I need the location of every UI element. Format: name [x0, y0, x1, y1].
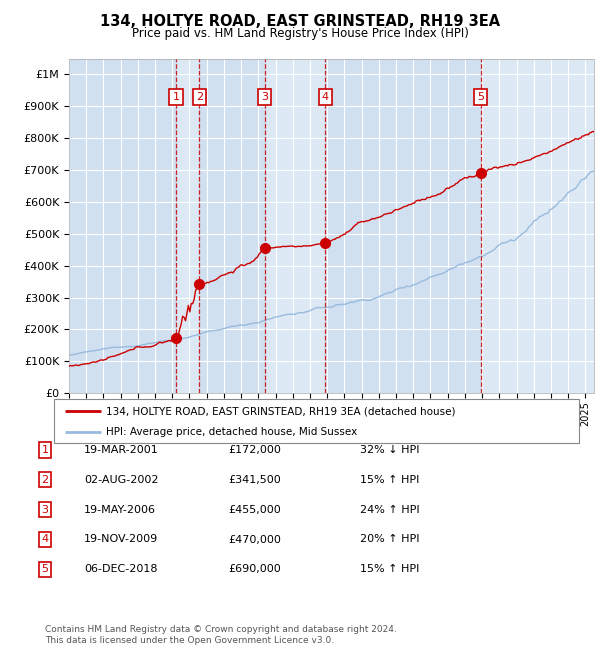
Bar: [325, 58, 481, 393]
Text: 15% ↑ HPI: 15% ↑ HPI: [360, 564, 419, 575]
Text: 134, HOLTYE ROAD, EAST GRINSTEAD, RH19 3EA: 134, HOLTYE ROAD, EAST GRINSTEAD, RH19 3…: [100, 14, 500, 29]
Text: 06-DEC-2018: 06-DEC-2018: [84, 564, 157, 575]
Text: £172,000: £172,000: [228, 445, 281, 455]
Text: 5: 5: [477, 92, 484, 102]
Text: HPI: Average price, detached house, Mid Sussex: HPI: Average price, detached house, Mid …: [107, 427, 358, 437]
Text: 19-MAR-2001: 19-MAR-2001: [84, 445, 159, 455]
Text: 3: 3: [262, 92, 268, 102]
Text: £690,000: £690,000: [228, 564, 281, 575]
Text: 19-NOV-2009: 19-NOV-2009: [84, 534, 158, 545]
Text: 1: 1: [172, 92, 179, 102]
Bar: [69, 58, 176, 393]
Text: Contains HM Land Registry data © Crown copyright and database right 2024.
This d: Contains HM Land Registry data © Crown c…: [45, 625, 397, 645]
Text: 4: 4: [322, 92, 329, 102]
Text: £470,000: £470,000: [228, 534, 281, 545]
Text: 4: 4: [41, 534, 49, 545]
Text: 19-MAY-2006: 19-MAY-2006: [84, 504, 156, 515]
Text: 02-AUG-2002: 02-AUG-2002: [84, 474, 158, 485]
Text: 24% ↑ HPI: 24% ↑ HPI: [360, 504, 419, 515]
Text: 134, HOLTYE ROAD, EAST GRINSTEAD, RH19 3EA (detached house): 134, HOLTYE ROAD, EAST GRINSTEAD, RH19 3…: [107, 406, 456, 417]
Text: 2: 2: [196, 92, 203, 102]
Text: 5: 5: [41, 564, 49, 575]
Text: £341,500: £341,500: [228, 474, 281, 485]
Text: 15% ↑ HPI: 15% ↑ HPI: [360, 474, 419, 485]
Text: 1: 1: [41, 445, 49, 455]
FancyBboxPatch shape: [54, 399, 579, 443]
Text: 20% ↑ HPI: 20% ↑ HPI: [360, 534, 419, 545]
Text: Price paid vs. HM Land Registry's House Price Index (HPI): Price paid vs. HM Land Registry's House …: [131, 27, 469, 40]
Text: 2: 2: [41, 474, 49, 485]
Text: 32% ↓ HPI: 32% ↓ HPI: [360, 445, 419, 455]
Bar: [199, 58, 265, 393]
Text: 3: 3: [41, 504, 49, 515]
Text: £455,000: £455,000: [228, 504, 281, 515]
